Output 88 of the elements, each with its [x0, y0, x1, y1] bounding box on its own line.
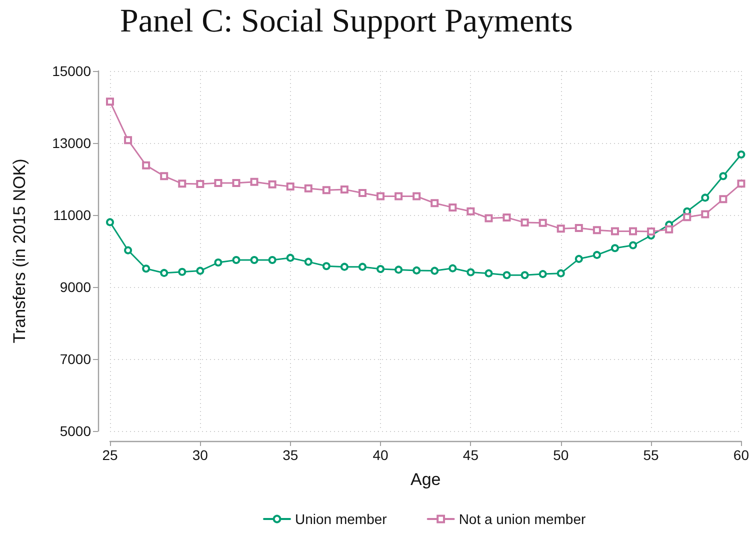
point [358, 189, 366, 198]
point [592, 226, 601, 234]
point [196, 266, 204, 275]
point [610, 227, 619, 236]
point [178, 268, 186, 276]
point [250, 256, 258, 264]
x-axis-title: Age [410, 470, 441, 489]
y-tick-label: 9000 [60, 279, 92, 295]
x-tick-label: 45 [462, 447, 479, 463]
point [214, 258, 222, 267]
point [538, 218, 547, 227]
chart-title: Panel C: Social Support Payments [120, 4, 573, 40]
point [394, 192, 403, 200]
point [412, 266, 421, 274]
point [466, 268, 475, 276]
point [665, 225, 674, 234]
point [737, 180, 746, 188]
point [106, 98, 114, 106]
legend-label: Not a union member [458, 511, 586, 527]
point [737, 150, 746, 159]
point [232, 178, 240, 187]
point [466, 207, 475, 216]
point [719, 195, 728, 204]
y-tick-label: 7000 [60, 351, 92, 367]
point [214, 178, 222, 187]
point [484, 269, 493, 278]
point [286, 182, 294, 191]
point [232, 256, 240, 264]
point [412, 192, 421, 200]
x-tick-label: 40 [372, 447, 389, 463]
y-tick-label: 5000 [60, 423, 92, 439]
point [160, 172, 168, 180]
x-tick-label: 50 [553, 447, 569, 463]
point [484, 214, 493, 222]
point [538, 270, 547, 278]
point [268, 180, 276, 188]
point [430, 266, 439, 275]
point [719, 172, 728, 180]
point [448, 264, 457, 272]
point [124, 246, 132, 254]
point [322, 262, 330, 270]
point [502, 271, 511, 280]
point [376, 265, 385, 273]
point [592, 250, 601, 259]
point [701, 194, 710, 202]
point [124, 136, 132, 144]
point [106, 218, 114, 226]
y-tick-label: 15000 [52, 63, 92, 79]
point [574, 224, 583, 232]
point [304, 184, 312, 192]
point [376, 192, 385, 200]
point [629, 241, 638, 250]
point [610, 244, 619, 252]
y-tick-label: 13000 [52, 135, 92, 151]
point [683, 213, 692, 222]
point [340, 185, 348, 194]
point [250, 178, 258, 186]
point [394, 266, 403, 274]
x-tick-label: 35 [282, 447, 298, 463]
point [629, 227, 638, 236]
point [178, 180, 186, 188]
point [196, 180, 204, 188]
point [268, 256, 276, 264]
point [142, 161, 150, 170]
point [701, 210, 710, 218]
point [502, 214, 511, 222]
x-tick-label: 55 [643, 447, 660, 463]
y-axis-title: Transfers (in 2015 NOK) [10, 158, 29, 344]
x-tick-label: 60 [733, 447, 750, 463]
point [556, 224, 565, 233]
legend-label: Union member [295, 511, 388, 527]
point [556, 269, 565, 278]
point [520, 271, 529, 280]
point [304, 258, 312, 266]
point [520, 218, 529, 227]
x-tick-label: 25 [102, 447, 118, 463]
point [142, 264, 150, 273]
point [160, 268, 168, 277]
point [430, 199, 439, 208]
point [574, 254, 583, 263]
y-tick-label: 11000 [53, 207, 92, 223]
point [448, 203, 457, 212]
point [322, 186, 330, 194]
point [340, 262, 348, 271]
point [358, 262, 366, 271]
point [647, 228, 656, 236]
point [286, 254, 294, 262]
x-tick-label: 30 [192, 447, 208, 463]
